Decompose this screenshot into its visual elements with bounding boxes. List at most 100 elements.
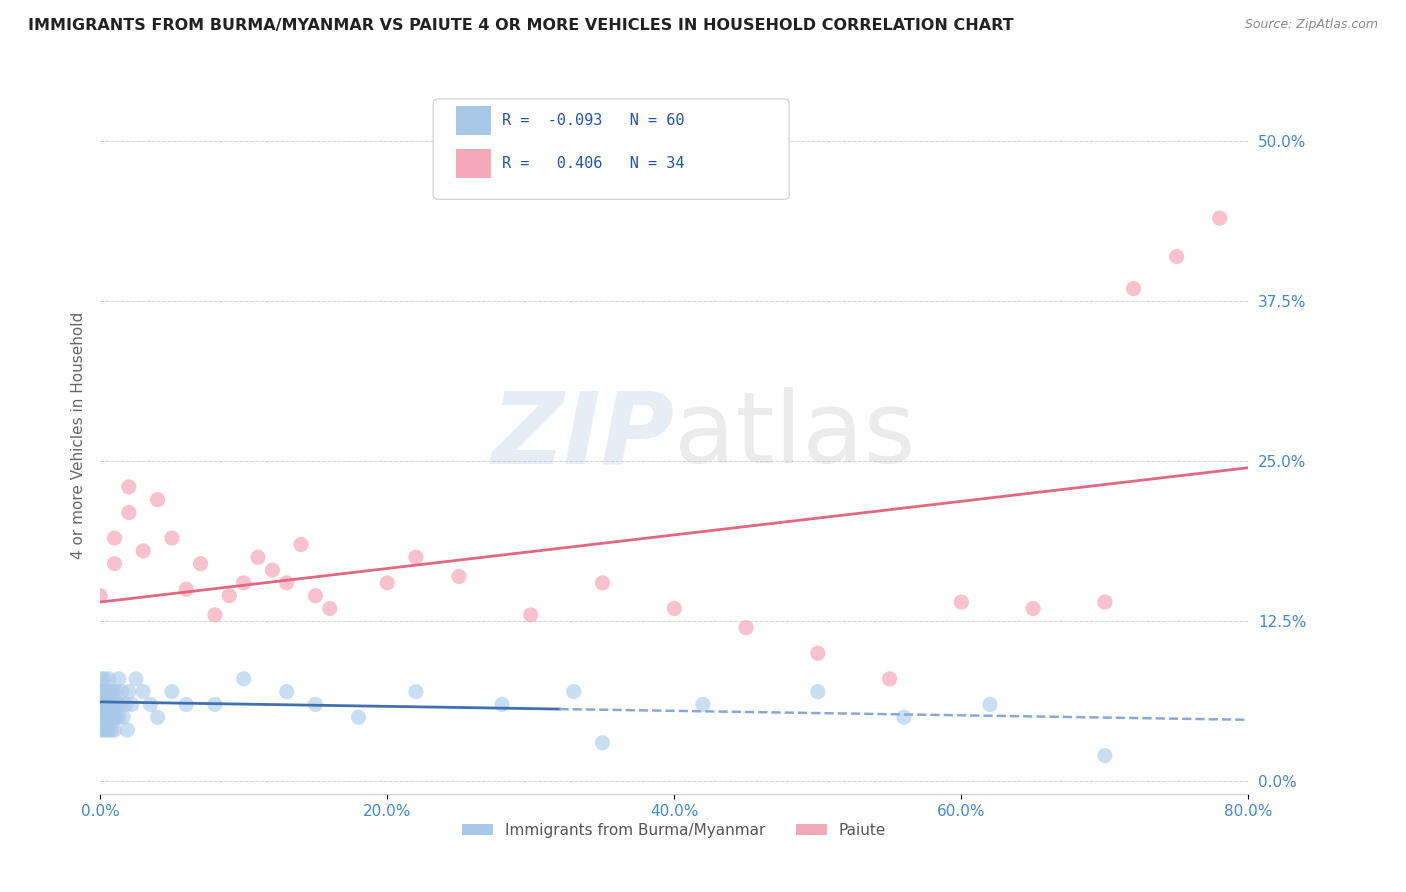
Point xyxy=(304,698,326,712)
Point xyxy=(204,698,226,712)
Point xyxy=(91,698,114,712)
Point xyxy=(91,684,114,698)
Point xyxy=(1209,211,1232,226)
Legend: Immigrants from Burma/Myanmar, Paiute: Immigrants from Burma/Myanmar, Paiute xyxy=(456,816,893,844)
Point xyxy=(879,672,901,686)
Point xyxy=(107,672,129,686)
Point xyxy=(146,710,169,724)
Point xyxy=(692,698,714,712)
Point xyxy=(519,607,541,622)
Text: IMMIGRANTS FROM BURMA/MYANMAR VS PAIUTE 4 OR MORE VEHICLES IN HOUSEHOLD CORRELAT: IMMIGRANTS FROM BURMA/MYANMAR VS PAIUTE … xyxy=(28,18,1014,33)
Point xyxy=(94,698,117,712)
Point xyxy=(103,557,125,571)
Point xyxy=(125,672,148,686)
Y-axis label: 4 or more Vehicles in Household: 4 or more Vehicles in Household xyxy=(72,312,86,559)
Text: atlas: atlas xyxy=(675,387,915,484)
Point xyxy=(139,698,162,712)
Text: R =  -0.093   N = 60: R = -0.093 N = 60 xyxy=(502,113,685,128)
Point xyxy=(93,672,115,686)
Point xyxy=(232,672,254,686)
Point xyxy=(89,589,111,603)
Point xyxy=(93,698,115,712)
Point xyxy=(97,723,120,737)
Point xyxy=(319,601,342,615)
Point xyxy=(98,710,121,724)
Point xyxy=(97,698,120,712)
Point xyxy=(160,684,183,698)
Point xyxy=(90,710,112,724)
Text: Source: ZipAtlas.com: Source: ZipAtlas.com xyxy=(1244,18,1378,31)
Point xyxy=(90,672,112,686)
Point xyxy=(104,684,127,698)
Point xyxy=(118,480,141,494)
Point xyxy=(91,723,114,737)
Point xyxy=(118,684,141,698)
Point xyxy=(562,684,585,698)
Point xyxy=(89,698,111,712)
Point xyxy=(96,710,118,724)
Point xyxy=(950,595,973,609)
Point xyxy=(375,575,398,590)
Point xyxy=(94,684,117,698)
Point xyxy=(735,621,758,635)
Point xyxy=(160,531,183,545)
Point xyxy=(1094,748,1116,763)
Point xyxy=(100,698,122,712)
Point xyxy=(447,569,470,583)
Point xyxy=(204,607,226,622)
Point xyxy=(893,710,915,724)
Point xyxy=(276,575,298,590)
Point xyxy=(110,698,132,712)
Point xyxy=(1022,601,1045,615)
Point xyxy=(98,684,121,698)
Point xyxy=(132,544,155,558)
Point xyxy=(105,698,128,712)
Point xyxy=(276,684,298,698)
Point xyxy=(218,589,240,603)
Point xyxy=(121,698,143,712)
Text: ZIP: ZIP xyxy=(491,387,675,484)
Point xyxy=(1122,282,1144,296)
Point xyxy=(97,672,120,686)
Point xyxy=(491,698,513,712)
Point xyxy=(807,646,830,660)
Point xyxy=(93,710,115,724)
Point xyxy=(664,601,686,615)
Point xyxy=(101,710,124,724)
Point xyxy=(101,684,124,698)
Point xyxy=(89,710,111,724)
Point xyxy=(1166,250,1188,264)
Point xyxy=(979,698,1001,712)
Point xyxy=(347,710,370,724)
Point xyxy=(807,684,830,698)
FancyBboxPatch shape xyxy=(433,99,789,199)
Point xyxy=(103,531,125,545)
Point xyxy=(174,582,197,597)
Bar xyxy=(456,149,491,178)
Point xyxy=(247,550,270,565)
Point xyxy=(115,698,138,712)
Point xyxy=(107,710,129,724)
Point xyxy=(304,589,326,603)
Point xyxy=(290,537,312,551)
Point xyxy=(90,723,112,737)
Point xyxy=(94,723,117,737)
Point xyxy=(592,736,614,750)
Point xyxy=(132,684,155,698)
Point xyxy=(592,575,614,590)
Point xyxy=(117,723,139,737)
Point xyxy=(174,698,197,712)
Text: R =   0.406   N = 34: R = 0.406 N = 34 xyxy=(502,156,685,171)
Point xyxy=(100,723,122,737)
Point xyxy=(103,723,125,737)
Point xyxy=(146,492,169,507)
Bar xyxy=(456,106,491,135)
Point xyxy=(118,506,141,520)
Point xyxy=(96,698,118,712)
Point xyxy=(190,557,212,571)
Point xyxy=(111,684,134,698)
Point xyxy=(405,550,427,565)
Point xyxy=(232,575,254,590)
Point xyxy=(262,563,284,577)
Point xyxy=(405,684,427,698)
